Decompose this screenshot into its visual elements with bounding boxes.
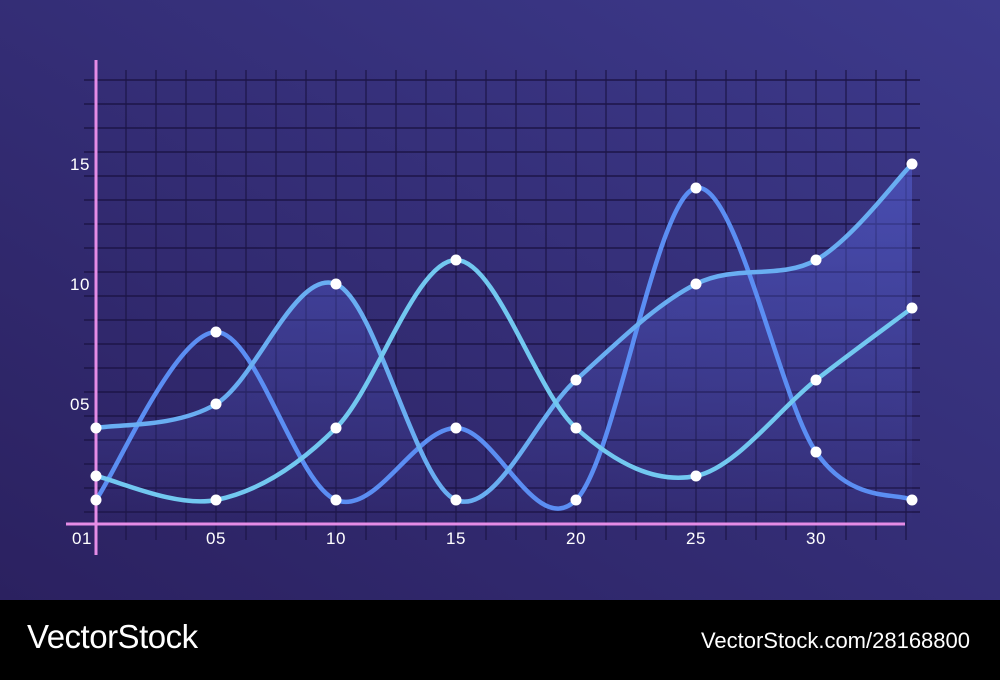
data-point-s2-2 bbox=[210, 398, 222, 410]
x-tick-label: 10 bbox=[326, 529, 346, 548]
chart-area: 01 05 10 15 20 25 30 05 10 15 bbox=[0, 0, 1000, 600]
data-point-s3-2 bbox=[210, 494, 222, 506]
line-chart: 01 05 10 15 20 25 30 05 10 15 bbox=[0, 0, 1000, 600]
brand-logo: VectorStock bbox=[27, 618, 198, 655]
data-point-s3-4 bbox=[450, 254, 462, 266]
data-point-s3-5 bbox=[570, 422, 582, 434]
y-tick-label: 10 bbox=[70, 275, 90, 294]
data-point-s3-3 bbox=[330, 422, 342, 434]
x-tick-label: 30 bbox=[806, 529, 826, 548]
x-tick-label: 05 bbox=[206, 529, 226, 548]
data-point-s1-3 bbox=[330, 494, 342, 506]
series-area-2 bbox=[96, 164, 912, 524]
data-points bbox=[90, 158, 918, 506]
data-point-s3-6 bbox=[690, 470, 702, 482]
data-point-s3-7 bbox=[810, 374, 822, 386]
area-fill-layer bbox=[96, 164, 912, 524]
watermark-footer: VectorStock VectorStock.com/28168800 bbox=[0, 600, 1000, 680]
y-tick-label: 15 bbox=[70, 155, 90, 174]
data-point-s2-5 bbox=[570, 374, 582, 386]
data-point-s2-3 bbox=[330, 278, 342, 290]
data-point-s2-6 bbox=[690, 278, 702, 290]
tick-labels: 01 05 10 15 20 25 30 05 10 15 bbox=[70, 155, 826, 548]
x-tick-label: 25 bbox=[686, 529, 706, 548]
y-tick-label: 05 bbox=[70, 395, 90, 414]
x-tick-label: 20 bbox=[566, 529, 586, 548]
data-point-s1-2 bbox=[210, 326, 222, 338]
data-point-s1-4 bbox=[450, 422, 462, 434]
x-tick-label: 15 bbox=[446, 529, 466, 548]
data-point-s2-4 bbox=[450, 494, 462, 506]
data-point-s1-5 bbox=[570, 494, 582, 506]
data-point-s1-1 bbox=[90, 494, 102, 506]
series-line-1 bbox=[93, 185, 915, 511]
data-point-s2-7 bbox=[810, 254, 822, 266]
data-point-s1-8 bbox=[906, 494, 918, 506]
data-point-s3-8 bbox=[906, 302, 918, 314]
data-point-s3-1 bbox=[90, 470, 102, 482]
x-tick-label: 01 bbox=[72, 529, 92, 548]
data-point-s2-8 bbox=[906, 158, 918, 170]
series-line-2 bbox=[93, 161, 915, 504]
data-point-s1-6 bbox=[690, 182, 702, 194]
data-point-s2-1 bbox=[90, 422, 102, 434]
data-point-s1-7 bbox=[810, 446, 822, 458]
series-line-3 bbox=[93, 257, 915, 504]
brand-url: VectorStock.com/28168800 bbox=[700, 628, 970, 653]
series-lines bbox=[93, 161, 915, 511]
